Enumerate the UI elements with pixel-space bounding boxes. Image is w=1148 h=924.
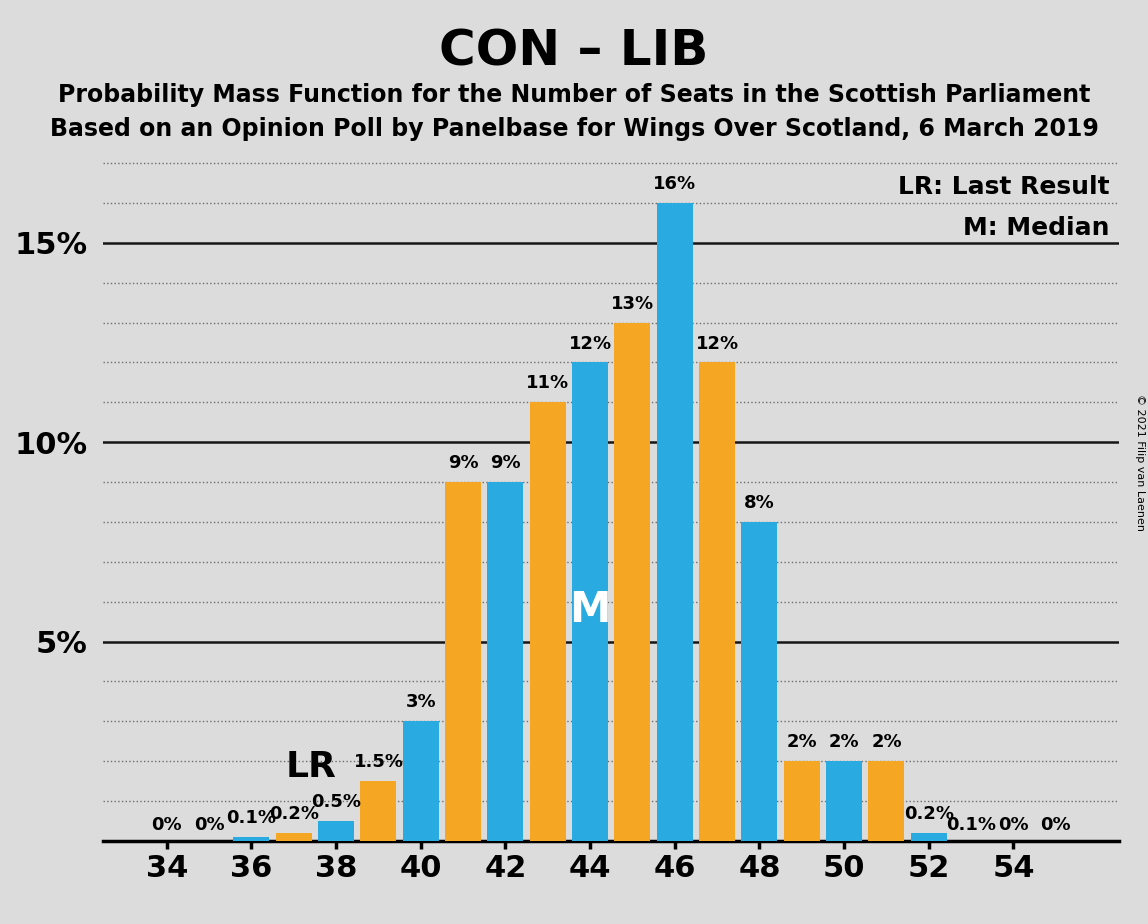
Text: 12%: 12% (568, 334, 612, 353)
Text: 0.1%: 0.1% (226, 808, 277, 827)
Text: CON – LIB: CON – LIB (440, 28, 708, 76)
Text: © 2021 Filip van Laenen: © 2021 Filip van Laenen (1135, 394, 1145, 530)
Bar (910, 833, 947, 841)
Text: 0%: 0% (1040, 816, 1071, 833)
Text: 0%: 0% (998, 816, 1029, 833)
Text: M: Median: M: Median (963, 216, 1109, 240)
Text: 2%: 2% (829, 733, 860, 751)
Text: 8%: 8% (744, 494, 775, 512)
Text: 13%: 13% (611, 295, 654, 312)
Text: 9%: 9% (448, 454, 479, 472)
Bar (403, 722, 439, 841)
Bar (784, 761, 820, 841)
Text: M: M (569, 589, 611, 630)
Text: 11%: 11% (526, 374, 569, 393)
Bar (445, 482, 481, 841)
Bar (488, 482, 523, 841)
Text: 0.5%: 0.5% (311, 793, 362, 811)
Text: 12%: 12% (696, 334, 738, 353)
Bar (572, 362, 608, 841)
Text: LR: LR (286, 750, 336, 784)
Text: 0.2%: 0.2% (903, 805, 954, 823)
Bar (530, 402, 566, 841)
Text: Probability Mass Function for the Number of Seats in the Scottish Parliament: Probability Mass Function for the Number… (57, 83, 1091, 107)
Bar (657, 203, 692, 841)
Bar (699, 362, 735, 841)
Text: 2%: 2% (871, 733, 902, 751)
Text: 9%: 9% (490, 454, 521, 472)
Text: 0%: 0% (194, 816, 225, 833)
Text: 0%: 0% (152, 816, 183, 833)
Bar (869, 761, 905, 841)
Text: 16%: 16% (653, 175, 697, 193)
Text: 1.5%: 1.5% (354, 753, 403, 771)
Text: 0.1%: 0.1% (946, 816, 996, 833)
Bar (276, 833, 312, 841)
Bar (360, 781, 396, 841)
Bar (233, 837, 270, 841)
Text: LR: Last Result: LR: Last Result (898, 175, 1109, 199)
Bar (614, 322, 651, 841)
Text: 0.2%: 0.2% (269, 805, 319, 823)
Text: 2%: 2% (786, 733, 817, 751)
Bar (318, 821, 354, 841)
Text: 3%: 3% (405, 693, 436, 711)
Bar (742, 522, 777, 841)
Bar (827, 761, 862, 841)
Text: Based on an Opinion Poll by Panelbase for Wings Over Scotland, 6 March 2019: Based on an Opinion Poll by Panelbase fo… (49, 117, 1099, 141)
